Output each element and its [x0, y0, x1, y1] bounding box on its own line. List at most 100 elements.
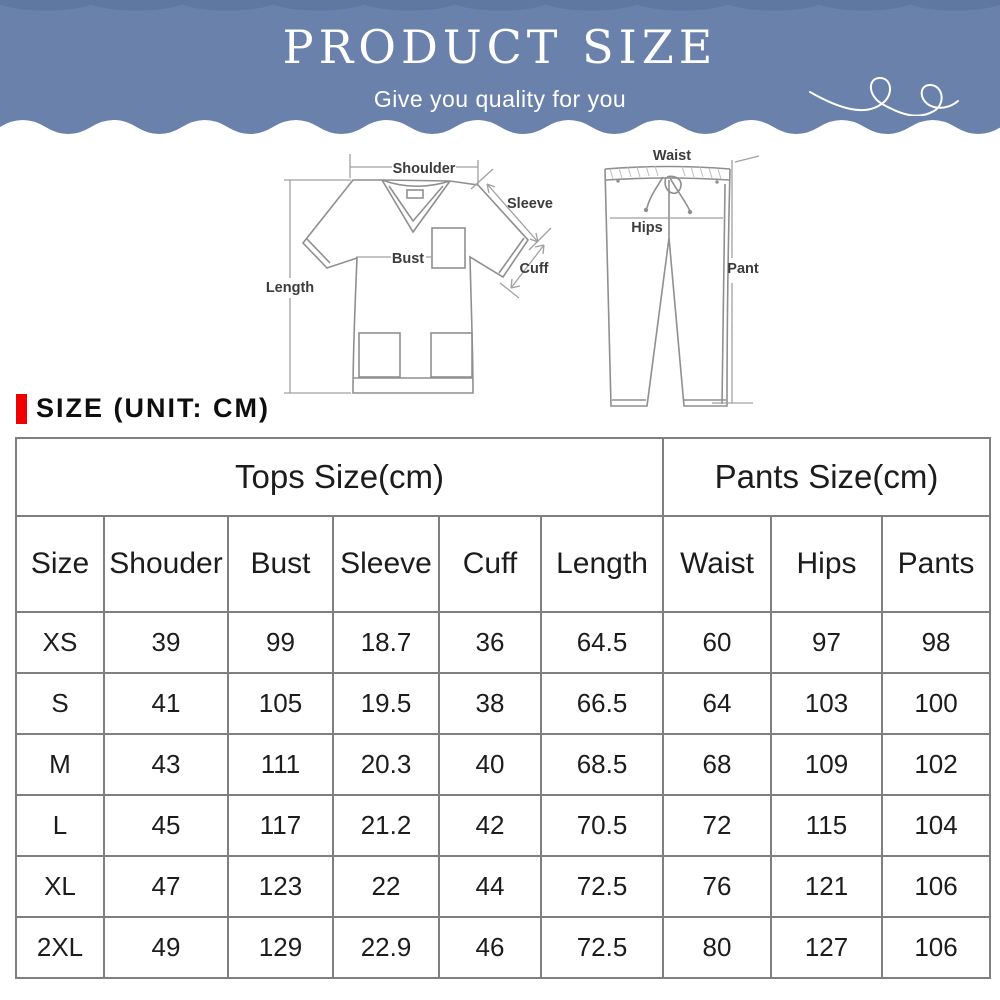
size-unit-heading: SIZE (UNIT: CM): [36, 393, 270, 423]
table-cell: 64.5: [539, 611, 665, 674]
table-cell: 19.5: [332, 672, 440, 735]
column-header-waist: Waist: [662, 515, 773, 613]
table-cell: 76: [662, 855, 773, 918]
table-cell: 106: [881, 916, 992, 979]
table-cell: 72.5: [539, 855, 665, 918]
column-header-sleeve: Sleeve: [332, 515, 440, 613]
waistband-texture: [609, 165, 722, 180]
column-header-shoulder: Shouder: [103, 515, 229, 613]
drawstring-tip-left: [643, 207, 649, 213]
table-cell: 20.3: [332, 733, 440, 796]
curly-line-path: [809, 77, 959, 116]
table-cell: 18.7: [332, 611, 440, 674]
table-cell: 106: [881, 855, 992, 918]
table-cell: 80: [662, 916, 773, 979]
table-cell: 121: [770, 855, 884, 918]
table-cell: 64: [662, 672, 773, 735]
row-size-label: S: [15, 672, 105, 735]
table-row-s: S 41 105 19.5 38 66.5 64 103 100: [15, 672, 992, 735]
table-cell: 72: [662, 794, 773, 857]
sleeve-label: Sleeve: [507, 196, 553, 212]
collar-label-tag: [406, 189, 424, 199]
column-header-length: Length: [539, 515, 665, 613]
cuff-measure-line: [499, 244, 545, 299]
column-header-hips: Hips: [770, 515, 884, 613]
table-cell: 36: [438, 611, 542, 674]
sleeve-measure-line: [470, 168, 552, 251]
table-cell: 100: [881, 672, 992, 735]
pants-diagram: [604, 165, 731, 407]
column-header-cuff: Cuff: [438, 515, 542, 613]
row-size-label: 2XL: [15, 916, 105, 979]
table-cell: 22.9: [332, 916, 440, 979]
grommet-left: [616, 179, 620, 183]
length-measure-line: [284, 179, 351, 394]
wave-path: [0, 120, 1000, 139]
table-cell: 43: [103, 733, 229, 796]
scrub-top-collar: [381, 179, 451, 234]
table-cell: 60: [662, 611, 773, 674]
table-cell: 39: [103, 611, 229, 674]
table-cell: 111: [227, 733, 334, 796]
table-cell: 66.5: [539, 672, 665, 735]
chest-pocket: [431, 227, 466, 269]
table-cell: 40: [438, 733, 542, 796]
table-cell: 68.5: [539, 733, 665, 796]
pant-measure-line: [712, 155, 760, 404]
table-cell: 47: [103, 855, 229, 918]
table-cell: 115: [770, 794, 884, 857]
table-cell: 42: [438, 794, 542, 857]
table-cell: 99: [227, 611, 334, 674]
table-cell: 104: [881, 794, 992, 857]
left-bottom-pocket: [358, 332, 401, 378]
pants-group-header: Pants Size(cm): [662, 437, 992, 517]
banner-bottom-wave-decoration: [0, 120, 1000, 139]
table-cell: 49: [103, 916, 229, 979]
page-title: PRODUCT SIZE: [282, 20, 718, 74]
row-size-label: M: [15, 733, 105, 796]
right-bottom-pocket: [430, 332, 473, 378]
sleeve-cuff-seams: [306, 237, 525, 274]
pants-outline: [604, 165, 731, 407]
table-cell: 21.2: [332, 794, 440, 857]
row-size-label: L: [15, 794, 105, 857]
pants-measure-lines: [610, 155, 760, 404]
table-cell: 102: [881, 733, 992, 796]
table-cell: 72.5: [539, 916, 665, 979]
grommet-right: [715, 180, 719, 184]
table-row-xs: XS 39 99 18.7 36 64.5 60 97 98: [15, 611, 992, 674]
group-header-row: Tops Size(cm) Pants Size(cm): [14, 437, 992, 517]
measurement-diagram: Shoulder Sleeve Bust Cuff Length Waist H…: [266, 148, 760, 407]
column-header-row: Size Shouder Bust Sleeve Cuff Length Wai…: [15, 515, 992, 613]
table-cell: 45: [103, 794, 229, 857]
pant-label: Pant: [727, 261, 759, 277]
banner-top-scallop-decoration: [0, 0, 1000, 12]
table-row-l: L 45 117 21.2 42 70.5 72 115 104: [15, 794, 992, 857]
table-cell: 98: [881, 611, 992, 674]
curly-flourish-icon: [809, 77, 959, 116]
scrub-top-outline: [301, 179, 530, 394]
size-table: Tops Size(cm) Pants Size(cm) Size Shoude…: [14, 437, 992, 979]
cuff-label: Cuff: [520, 261, 549, 277]
length-label: Length: [266, 280, 314, 296]
red-accent-bar: [16, 393, 27, 424]
table-cell: 46: [438, 916, 542, 979]
hips-label: Hips: [631, 220, 662, 236]
column-header-pants: Pants: [881, 515, 992, 613]
table-cell: 129: [227, 916, 334, 979]
table-cell: 68: [662, 733, 773, 796]
table-cell: 109: [770, 733, 884, 796]
drawstring: [646, 175, 691, 212]
waist-label: Waist: [653, 148, 691, 164]
table-cell: 103: [770, 672, 884, 735]
table-cell: 97: [770, 611, 884, 674]
scrub-top-diagram: [301, 179, 530, 394]
table-cell: 123: [227, 855, 334, 918]
bust-label: Bust: [392, 251, 424, 267]
table-cell: 117: [227, 794, 334, 857]
table-cell: 70.5: [539, 794, 665, 857]
table-cell: 38: [438, 672, 542, 735]
drawstring-tip-right: [687, 209, 693, 215]
scrub-top-measure-lines: [284, 154, 552, 394]
table-cell: 44: [438, 855, 542, 918]
